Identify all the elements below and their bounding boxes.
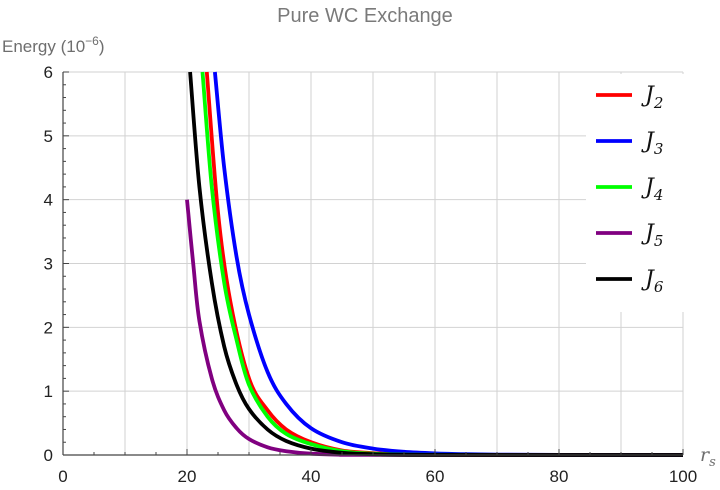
x-tick-label: 80 bbox=[550, 467, 569, 486]
legend-label-J6: J6 bbox=[641, 267, 664, 296]
axes: 0 20 40 60 80 100 0 1 2 3 4 5 6 bbox=[44, 63, 698, 486]
legend-background bbox=[586, 74, 686, 312]
legend-label-main: J bbox=[641, 175, 655, 200]
y-tick-label: 6 bbox=[44, 63, 53, 82]
x-tick-label: 40 bbox=[302, 467, 321, 486]
legend-label-sub: 4 bbox=[653, 186, 664, 204]
legend-label-sub: 3 bbox=[654, 140, 664, 158]
x-axis-label: rs bbox=[700, 444, 716, 470]
legend-label-main: J bbox=[641, 267, 655, 292]
x-axis-label-sub: s bbox=[709, 455, 716, 470]
y-tick-label: 2 bbox=[44, 318, 53, 337]
legend-label-J5: J5 bbox=[641, 221, 663, 250]
x-tick-label: 0 bbox=[58, 467, 67, 486]
y-axis-label-close: ) bbox=[99, 37, 105, 56]
legend-label-J2: J2 bbox=[641, 83, 663, 112]
legend-label-main: J bbox=[641, 83, 655, 108]
legend-label-main: J bbox=[641, 129, 655, 154]
y-tick-label: 5 bbox=[44, 127, 53, 146]
legend-label-J4: J4 bbox=[641, 175, 663, 204]
y-tick-label: 4 bbox=[44, 191, 53, 210]
y-tick-label: 0 bbox=[44, 446, 53, 465]
legend-label-sub: 2 bbox=[653, 94, 664, 112]
legend-label-J3: J3 bbox=[641, 129, 663, 158]
gridlines bbox=[63, 71, 684, 455]
y-tick-label: 3 bbox=[44, 255, 53, 274]
chart-title: Pure WC Exchange bbox=[277, 5, 453, 27]
legend-label-sub: 6 bbox=[654, 278, 664, 296]
y-tick-label: 1 bbox=[44, 382, 53, 401]
y-axis-label-exponent: −6 bbox=[85, 34, 99, 48]
x-axis-label-main: r bbox=[700, 444, 711, 466]
x-tick-label: 60 bbox=[426, 467, 445, 486]
x-tick-label: 100 bbox=[669, 467, 697, 486]
y-axis-label-text: Energy (10 bbox=[2, 37, 85, 56]
legend-label-sub: 5 bbox=[654, 232, 664, 250]
y-axis-label: Energy (10−6) bbox=[2, 34, 105, 56]
legend-label-main: J bbox=[641, 221, 655, 246]
x-tick-label: 20 bbox=[178, 467, 197, 486]
